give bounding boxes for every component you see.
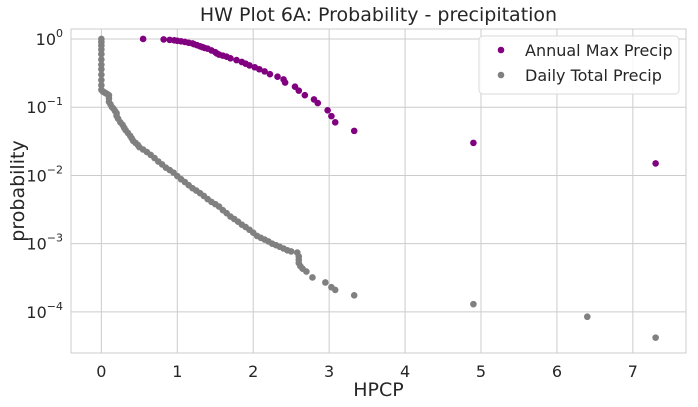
data-point [98,61,105,68]
data-point [261,68,268,75]
legend-marker [497,46,505,54]
data-point [281,79,289,86]
x-tick-label: 1 [172,362,182,381]
y-axis-label: probability [7,140,29,241]
legend: Annual Max Precip Daily Total Precip [478,35,680,95]
data-point [470,139,477,147]
x-tick-label: 2 [248,362,258,381]
data-point [233,56,240,64]
data-point [301,91,309,99]
y-tick-label: 10−4 [26,300,63,322]
data-point [98,65,105,73]
legend-box [478,35,680,95]
data-point [139,35,147,43]
y-tick-label: 100 [36,27,63,49]
data-point [295,87,303,94]
data-point [314,99,322,107]
data-point [98,56,105,63]
data-point [470,300,477,308]
plot-frame [70,28,687,354]
x-tick-label: 6 [552,362,562,381]
tick-labels: 0 1 2 3 4 5 6 7 10−4 10−3 10−2 10−1 100 [26,27,638,381]
data-point [98,81,105,89]
data-point [160,36,167,43]
data-point [287,248,295,255]
data-point [303,268,310,275]
legend-marker [497,71,505,79]
data-point [246,62,253,69]
legend-label: Annual Max Precip [525,41,673,60]
data-points [98,35,659,341]
data-point [322,279,329,286]
y-tick-label: 10−3 [26,232,63,254]
y-tick-label: 10−2 [26,163,63,185]
x-axis-label: HPCP [353,379,403,401]
y-tick-label: 10−1 [26,95,63,117]
series-2 [98,35,659,341]
data-point [98,76,105,84]
legend-label: Daily Total Precip [525,66,662,85]
chart-title: HW Plot 6A: Probability - precipitation [200,4,557,26]
data-point [331,286,339,294]
data-point [331,119,339,126]
x-tick-label: 5 [476,362,486,381]
x-tick-label: 3 [324,362,334,381]
data-point [255,65,263,73]
x-tick-label: 7 [628,362,638,381]
x-tick-label: 4 [400,362,410,381]
data-point [350,127,358,135]
data-point [98,50,105,58]
data-point [98,71,105,78]
data-point [350,292,358,299]
data-point [324,107,331,114]
data-point [227,55,234,62]
data-point [583,313,591,321]
x-tick-label: 0 [96,362,106,381]
data-point [652,160,659,167]
data-point [98,46,105,53]
series-1 [139,35,659,167]
data-point [274,73,281,80]
data-point [309,274,316,281]
data-point [266,70,274,78]
data-point [652,334,659,341]
data-point [328,112,335,120]
